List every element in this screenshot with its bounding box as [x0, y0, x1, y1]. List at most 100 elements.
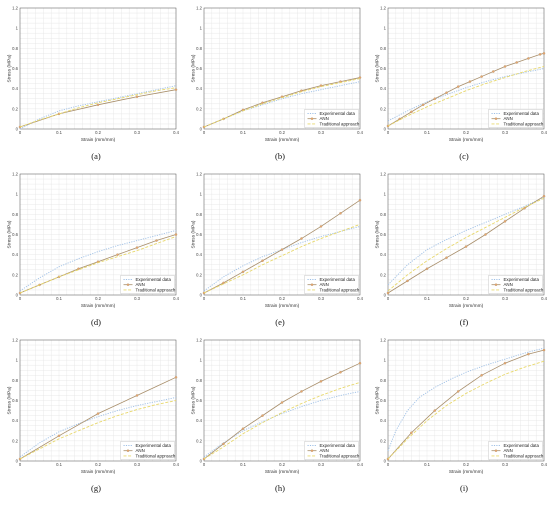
data-point — [241, 427, 245, 430]
legend-box — [488, 109, 543, 128]
y-tick-label: 0.4 — [196, 418, 202, 423]
legend-marker — [310, 449, 314, 452]
panel-label: (f) — [460, 317, 469, 327]
y-axis-label: Stress (MPa) — [191, 54, 197, 82]
x-tick-label: 0.1 — [424, 462, 430, 467]
x-tick-label: 0.1 — [56, 130, 62, 135]
y-tick-label: 1.2 — [380, 338, 386, 343]
y-tick-label: 0.6 — [380, 398, 386, 403]
data-point — [425, 267, 429, 271]
x-tick-label: 0.4 — [173, 130, 179, 135]
legend-label: Traditional approach — [504, 287, 544, 292]
legend-box — [120, 441, 175, 460]
plot-frame — [387, 7, 545, 130]
data-point — [319, 225, 323, 228]
legend-marker — [494, 283, 498, 286]
data-point — [456, 390, 460, 393]
legend-label: ANN — [504, 448, 513, 453]
legend-marker — [310, 117, 314, 120]
legend-box — [120, 275, 175, 294]
legend-box — [304, 275, 359, 294]
y-tick-label: 0.8 — [196, 212, 202, 217]
x-tick-label: 0.3 — [318, 130, 324, 135]
series-line-dotted — [19, 397, 177, 458]
x-tick-label: 0.2 — [95, 296, 101, 301]
y-tick-label: 0.2 — [196, 272, 202, 277]
x-tick-label: 0.2 — [95, 130, 101, 135]
data-point — [96, 103, 100, 107]
data-point — [96, 412, 100, 415]
data-point — [339, 371, 342, 374]
y-tick-label: 1 — [16, 26, 19, 31]
data-point — [445, 91, 448, 94]
x-axis-label: Strain (mm/mm) — [81, 469, 116, 475]
data-point — [135, 95, 139, 98]
y-tick-label: 0 — [384, 459, 387, 464]
x-tick-label: 0.1 — [240, 462, 246, 467]
x-tick-label: 0.3 — [502, 130, 508, 135]
legend-label: Experimental data — [136, 277, 172, 282]
data-point — [135, 246, 139, 249]
x-tick-label: 0 — [203, 296, 206, 301]
x-tick-label: 0 — [203, 130, 206, 135]
y-tick-label: 0.4 — [196, 252, 202, 257]
legend-label: ANN — [136, 282, 145, 287]
plot-frame — [387, 339, 545, 462]
plot-frame — [387, 173, 545, 296]
y-tick-label: 0.4 — [380, 252, 386, 257]
data-point — [222, 281, 225, 285]
data-point — [542, 52, 546, 55]
panel-label: (d) — [91, 317, 101, 327]
y-tick-label: 0.6 — [196, 232, 202, 237]
legend-label: Experimental data — [504, 443, 540, 448]
y-tick-label: 0.2 — [380, 106, 386, 111]
x-tick-label: 0.3 — [134, 296, 140, 301]
data-point — [456, 85, 460, 88]
x-tick-label: 0.4 — [541, 130, 547, 135]
x-tick-label: 0.4 — [541, 296, 547, 301]
data-point — [503, 65, 507, 68]
legend-label: Experimental data — [504, 111, 540, 116]
x-tick-label: 0 — [19, 130, 22, 135]
y-tick-label: 0 — [200, 293, 203, 298]
y-axis-label: Stress (MPa) — [375, 386, 381, 414]
data-point — [484, 233, 487, 236]
legend-marker — [126, 283, 130, 286]
data-point — [358, 198, 362, 202]
y-tick-label: 0 — [16, 293, 19, 298]
legend-label: Traditional approach — [504, 121, 544, 126]
x-tick-label: 0 — [387, 130, 390, 135]
legend-label: Traditional approach — [504, 453, 544, 458]
y-tick-label: 1 — [16, 192, 19, 197]
series-line-dashed — [19, 236, 177, 294]
data-point — [77, 267, 80, 271]
x-tick-label: 0.2 — [463, 296, 469, 301]
y-axis-label: Stress (MPa) — [191, 386, 197, 414]
legend-label: Traditional approach — [136, 453, 176, 458]
legend-label: Experimental data — [320, 111, 356, 116]
legend-label: ANN — [320, 282, 329, 287]
x-tick-label: 0.1 — [424, 296, 430, 301]
y-tick-label: 0.2 — [12, 438, 18, 443]
y-tick-label: 0.6 — [380, 232, 386, 237]
data-point — [410, 110, 413, 114]
x-tick-label: 0.3 — [502, 462, 508, 467]
data-point — [433, 97, 437, 101]
plot-frame — [203, 173, 361, 296]
data-point — [480, 75, 483, 78]
y-tick-label: 1 — [200, 358, 203, 363]
y-tick-label: 0.4 — [196, 86, 202, 91]
x-tick-label: 0 — [387, 296, 390, 301]
series-line-dotted — [203, 225, 361, 292]
x-tick-label: 0.3 — [134, 462, 140, 467]
x-tick-label: 0.4 — [357, 296, 363, 301]
x-tick-label: 0.3 — [318, 462, 324, 467]
data-point — [515, 61, 518, 64]
plot-frame — [203, 7, 361, 130]
y-tick-label: 0 — [384, 293, 387, 298]
